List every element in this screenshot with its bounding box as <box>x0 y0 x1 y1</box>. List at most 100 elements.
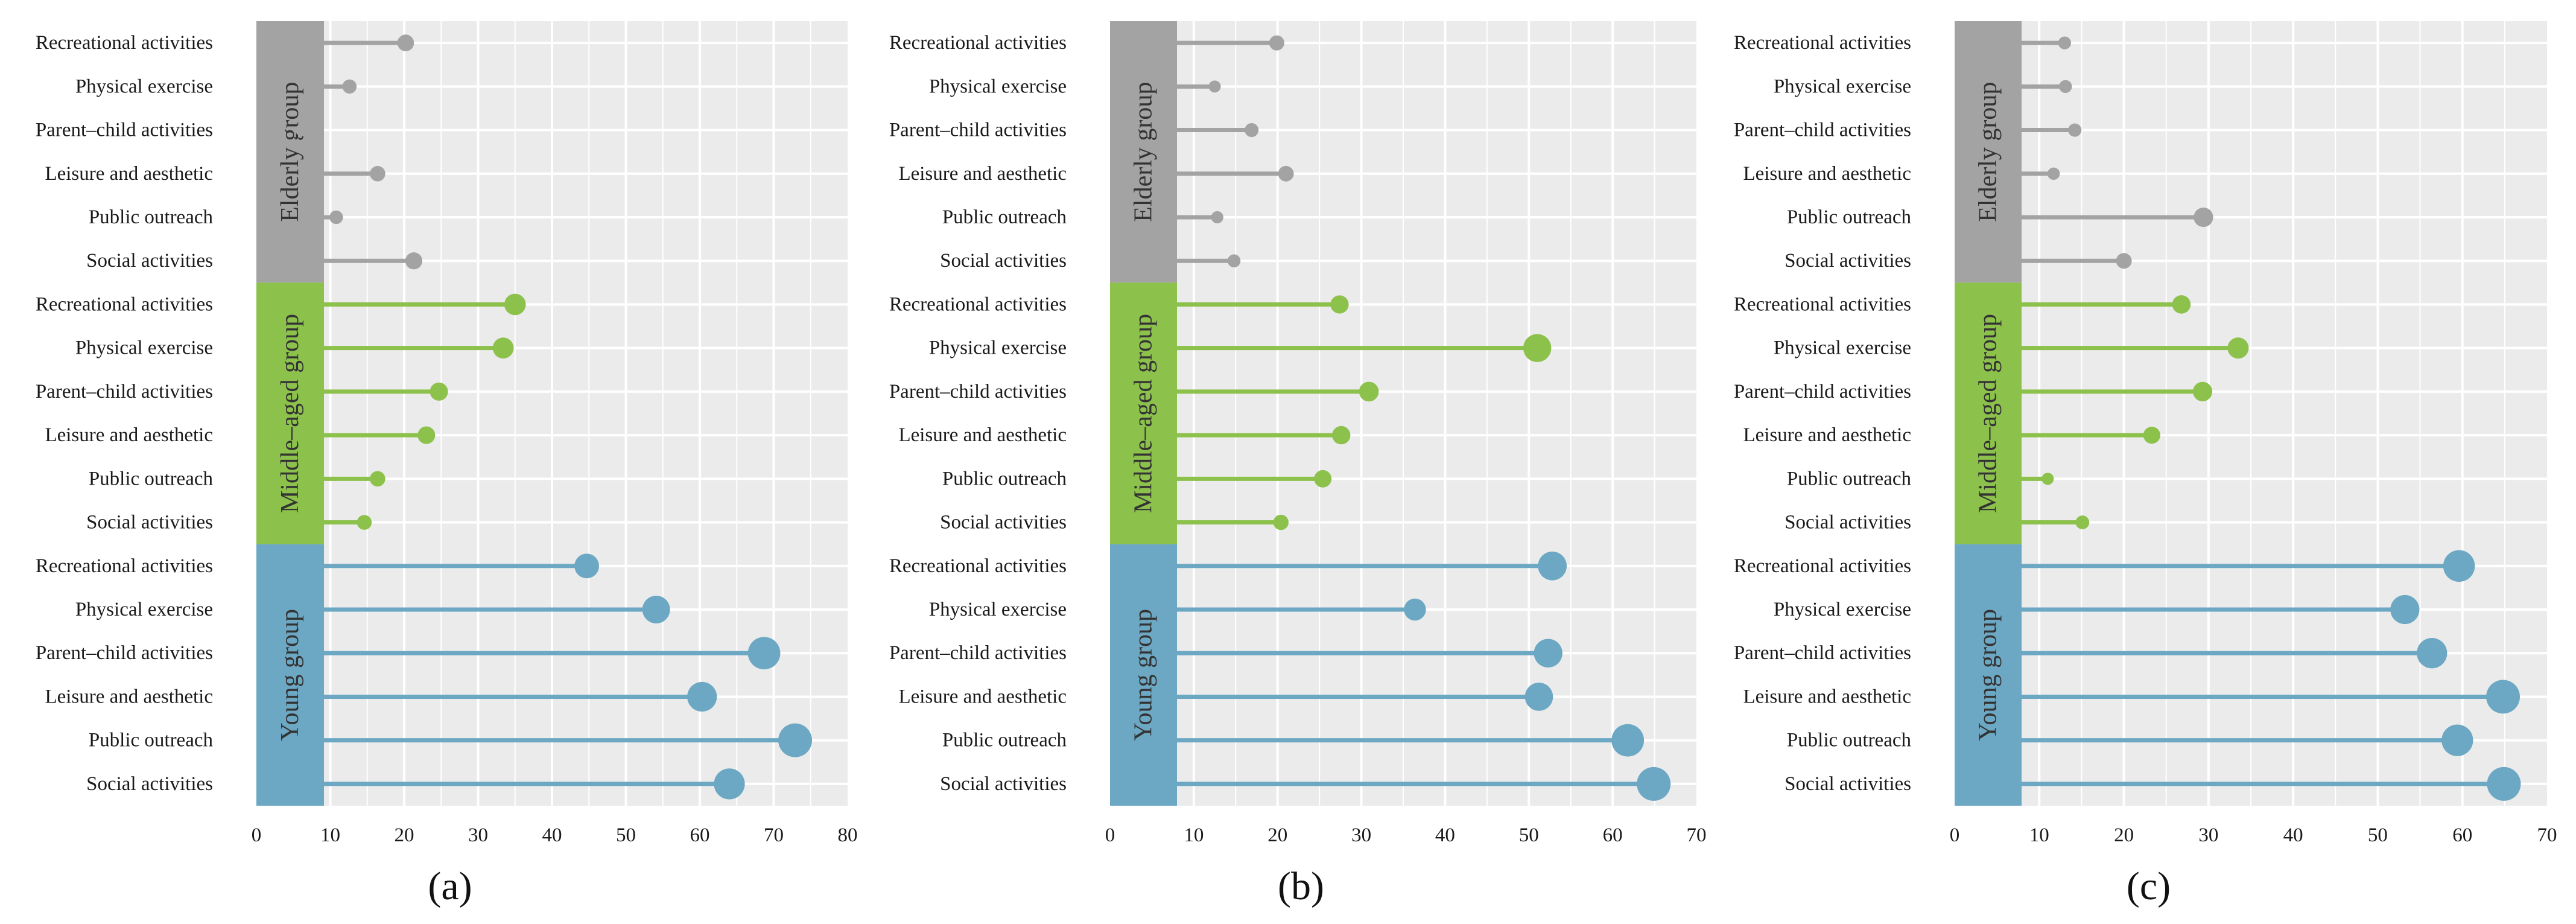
category-label: Social activities <box>940 250 1067 272</box>
group-strip <box>1110 282 1177 544</box>
lollipop-point <box>342 79 357 94</box>
panel-label: (a) <box>428 864 472 908</box>
lollipop-point <box>2172 295 2191 314</box>
lollipop-point <box>2194 207 2213 228</box>
x-tick-label: 20 <box>2114 824 2134 846</box>
lollipop-point <box>1538 551 1567 581</box>
category-label: Public outreach <box>89 468 214 489</box>
lollipop-point <box>2487 766 2521 801</box>
category-label: Social activities <box>1784 250 1911 272</box>
lollipop-point <box>1524 683 1553 711</box>
group-label: Middle–aged group <box>276 314 304 513</box>
category-label: Parent–child activities <box>36 642 213 664</box>
category-label: Public outreach <box>1787 206 1912 228</box>
lollipop-point <box>2041 473 2054 485</box>
category-label: Recreational activities <box>1734 32 1911 54</box>
category-label: Physical exercise <box>75 75 213 97</box>
x-tick-label: 0 <box>1105 824 1115 846</box>
lollipop-point <box>1637 766 1671 801</box>
category-label: Public outreach <box>1787 468 1912 489</box>
x-tick-label: 30 <box>1351 824 1371 846</box>
category-label: Public outreach <box>89 206 214 228</box>
lollipop-point <box>2192 381 2213 402</box>
lollipop-point <box>574 553 599 579</box>
lollipop-point <box>405 252 423 270</box>
lollipop-point <box>714 768 745 800</box>
lollipop-point <box>2075 515 2090 529</box>
lollipop-point <box>1227 254 1241 268</box>
lollipop-point <box>1404 598 1426 621</box>
category-label: Parent–child activities <box>1734 381 1911 403</box>
lollipop-point <box>492 337 514 359</box>
category-label: Social activities <box>1784 773 1911 795</box>
x-tick-label: 50 <box>1519 824 1539 846</box>
lollipop-point <box>295 124 308 136</box>
lollipop-point <box>1269 35 1284 51</box>
category-label: Recreational activities <box>889 555 1067 577</box>
category-label: Public outreach <box>89 730 214 751</box>
x-tick-label: 40 <box>542 824 562 846</box>
lollipop-point <box>1534 639 1562 668</box>
lollipop-point <box>1245 123 1259 138</box>
group-label: Young group <box>1130 609 1158 741</box>
category-label: Recreational activities <box>1734 293 1911 315</box>
x-tick-label: 30 <box>468 824 488 846</box>
x-tick-label: 20 <box>1267 824 1287 846</box>
group-strip <box>1110 21 1177 283</box>
category-label: Physical exercise <box>929 337 1067 359</box>
lollipop-point <box>329 210 343 225</box>
category-label: Public outreach <box>1787 730 1912 751</box>
category-label: Leisure and aesthetic <box>1743 424 1911 446</box>
lollipop-point <box>2390 594 2420 625</box>
group-strip <box>256 282 324 544</box>
lollipop-point <box>2143 427 2160 444</box>
x-tick-label: 10 <box>1184 824 1204 846</box>
lollipop-point <box>370 471 385 487</box>
category-label: Leisure and aesthetic <box>45 163 213 185</box>
lollipop-point <box>2059 80 2072 94</box>
group-label: Elderly group <box>1975 82 2002 222</box>
category-label: Physical exercise <box>929 599 1067 620</box>
category-label: Social activities <box>940 773 1067 795</box>
category-label: Recreational activities <box>889 293 1067 315</box>
lollipop-point <box>642 596 670 623</box>
category-label: Recreational activities <box>36 293 213 315</box>
lollipop-point <box>504 293 526 316</box>
category-label: Social activities <box>940 512 1067 534</box>
lollipop-point <box>778 723 813 757</box>
x-tick-label: 70 <box>2537 824 2557 846</box>
lollipop-point <box>2058 36 2072 49</box>
lollipop-point <box>1278 165 1294 182</box>
x-tick-label: 70 <box>1687 824 1707 846</box>
x-tick-label: 40 <box>1435 824 1455 846</box>
x-tick-label: 80 <box>838 824 858 846</box>
x-tick-label: 0 <box>252 824 262 846</box>
lollipop-point <box>1273 514 1289 531</box>
x-tick-label: 40 <box>2283 824 2303 846</box>
lollipop-point <box>687 681 717 712</box>
lollipop-point <box>2116 253 2132 269</box>
category-label: Parent–child activities <box>36 381 213 403</box>
category-label: Leisure and aesthetic <box>45 424 213 446</box>
x-tick-label: 10 <box>2029 824 2049 846</box>
lollipop-point <box>1314 470 1332 488</box>
lollipop-point <box>1611 724 1645 757</box>
lollipop-point <box>1208 80 1221 93</box>
lollipop-point <box>2417 638 2448 669</box>
plot-background <box>1177 21 1696 806</box>
group-label: Middle–aged group <box>1975 314 2002 513</box>
lollipop-point <box>2441 724 2473 756</box>
lollipop-point <box>1332 425 1351 445</box>
category-label: Physical exercise <box>929 75 1067 97</box>
x-tick-label: 0 <box>1950 824 1960 846</box>
lollipop-point <box>1523 334 1552 362</box>
category-label: Physical exercise <box>1774 599 1911 620</box>
x-tick-label: 50 <box>616 824 636 846</box>
group-strip <box>1955 282 2022 544</box>
category-label: Leisure and aesthetic <box>898 163 1067 185</box>
category-label: Leisure and aesthetic <box>1743 686 1911 707</box>
category-label: Physical exercise <box>75 337 213 359</box>
lollipop-point <box>397 34 414 51</box>
group-strip <box>256 544 324 806</box>
category-label: Physical exercise <box>1774 75 1911 97</box>
